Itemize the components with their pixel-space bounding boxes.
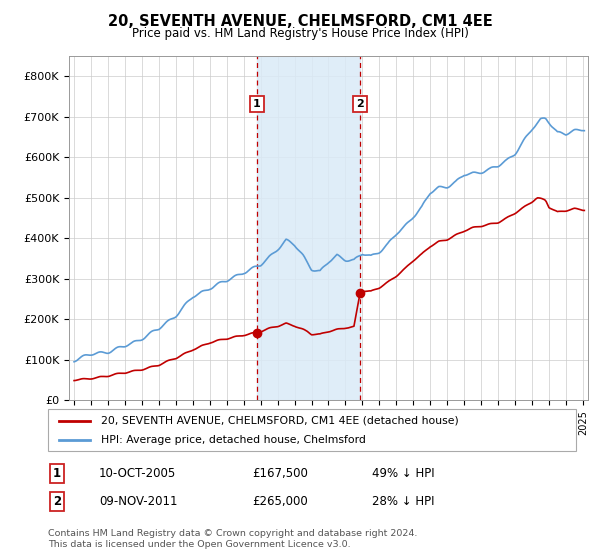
Text: 49% ↓ HPI: 49% ↓ HPI [372,466,434,480]
Text: Price paid vs. HM Land Registry's House Price Index (HPI): Price paid vs. HM Land Registry's House … [131,27,469,40]
Text: £167,500: £167,500 [252,466,308,480]
Text: 1: 1 [53,466,61,480]
Text: 20, SEVENTH AVENUE, CHELMSFORD, CM1 4EE: 20, SEVENTH AVENUE, CHELMSFORD, CM1 4EE [107,14,493,29]
Text: 09-NOV-2011: 09-NOV-2011 [99,494,178,508]
Text: 10-OCT-2005: 10-OCT-2005 [99,466,176,480]
Bar [257,56,360,400]
Text: 2: 2 [53,494,61,508]
Text: Contains HM Land Registry data © Crown copyright and database right 2024.
This d: Contains HM Land Registry data © Crown c… [48,529,418,549]
FancyBboxPatch shape [48,409,576,451]
Text: HPI: Average price, detached house, Chelmsford: HPI: Average price, detached house, Chel… [101,435,365,445]
Text: 28% ↓ HPI: 28% ↓ HPI [372,494,434,508]
Text: £265,000: £265,000 [252,494,308,508]
Text: 1: 1 [253,99,261,109]
Text: 2: 2 [356,99,364,109]
Text: 20, SEVENTH AVENUE, CHELMSFORD, CM1 4EE (detached house): 20, SEVENTH AVENUE, CHELMSFORD, CM1 4EE … [101,416,458,426]
